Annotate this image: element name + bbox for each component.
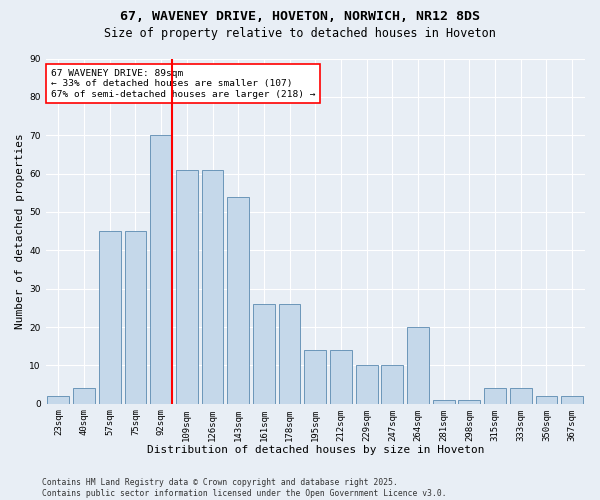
- Text: Contains HM Land Registry data © Crown copyright and database right 2025.
Contai: Contains HM Land Registry data © Crown c…: [42, 478, 446, 498]
- Bar: [382, 366, 403, 404]
- Bar: [227, 196, 249, 404]
- Text: Size of property relative to detached houses in Hoveton: Size of property relative to detached ho…: [104, 28, 496, 40]
- Bar: [458, 400, 481, 404]
- Bar: [176, 170, 198, 404]
- Bar: [47, 396, 69, 404]
- X-axis label: Distribution of detached houses by size in Hoveton: Distribution of detached houses by size …: [146, 445, 484, 455]
- Bar: [150, 135, 172, 404]
- Text: 67 WAVENEY DRIVE: 89sqm
← 33% of detached houses are smaller (107)
67% of semi-d: 67 WAVENEY DRIVE: 89sqm ← 33% of detache…: [51, 69, 316, 98]
- Bar: [407, 327, 429, 404]
- Bar: [484, 388, 506, 404]
- Bar: [433, 400, 455, 404]
- Bar: [561, 396, 583, 404]
- Bar: [73, 388, 95, 404]
- Bar: [99, 231, 121, 404]
- Bar: [356, 366, 377, 404]
- Bar: [510, 388, 532, 404]
- Text: 67, WAVENEY DRIVE, HOVETON, NORWICH, NR12 8DS: 67, WAVENEY DRIVE, HOVETON, NORWICH, NR1…: [120, 10, 480, 23]
- Bar: [125, 231, 146, 404]
- Y-axis label: Number of detached properties: Number of detached properties: [15, 133, 25, 329]
- Bar: [278, 304, 301, 404]
- Bar: [330, 350, 352, 404]
- Bar: [253, 304, 275, 404]
- Bar: [536, 396, 557, 404]
- Bar: [202, 170, 223, 404]
- Bar: [304, 350, 326, 404]
